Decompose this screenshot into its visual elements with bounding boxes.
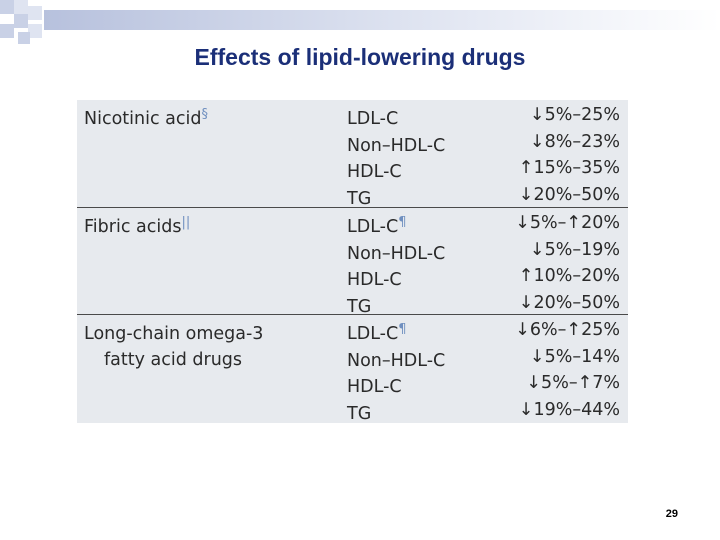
parameter-label: LDL-C <box>347 109 399 129</box>
parameter-label: LDL-C¶ <box>347 215 407 237</box>
table-row: LDL-C ↓5%–25% <box>347 102 626 129</box>
effect-value: ↓5%–14% <box>529 346 620 367</box>
drug-name: Nicotinic acid§ <box>84 107 208 129</box>
table-group-nicotinic-acid: Nicotinic acid§ LDL-C ↓5%–25% Non–HDL-C ↓8… <box>77 100 628 209</box>
parameter-label: Non–HDL-C <box>347 243 446 264</box>
table-row: LDL-C¶ ↓6%–↑25% <box>347 317 626 344</box>
table-row: HDL-C ↑10%–20% <box>347 263 626 290</box>
drug-name: Fibric acids|| <box>84 215 191 237</box>
effect-value: ↓20%–50% <box>518 185 620 206</box>
table-group-fibric-acids: Fibric acids|| LDL-C¶ ↓5%–↑20% Non–HDL-C ↓… <box>77 207 628 317</box>
effect-value: ↓8%–23% <box>529 131 620 152</box>
table-row: LDL-C¶ ↓5%–↑20% <box>347 210 626 237</box>
table-row: TG ↓20%–50% <box>347 290 626 317</box>
parameter-label: HDL-C <box>347 270 402 291</box>
effect-value: ↓5%–↑7% <box>526 373 620 394</box>
footnote-mark: § <box>201 107 208 122</box>
parameter-label: TG <box>347 404 372 425</box>
effect-value: ↑10%–20% <box>518 266 620 287</box>
page-number: 29 <box>665 508 678 520</box>
effect-value: ↓6%–↑25% <box>515 320 620 340</box>
effect-value: ↑15%–35% <box>518 158 620 179</box>
drug-name: Long-chain omega-3 fatty acid drugs <box>84 324 264 370</box>
parameter-label: TG <box>347 189 372 210</box>
parameter-label: TG <box>347 297 372 318</box>
table-row: HDL-C ↓5%–↑7% <box>347 370 626 397</box>
parameter-label: Non–HDL-C <box>347 135 446 156</box>
footnote-mark: || <box>181 215 191 230</box>
parameter-label: HDL-C <box>347 377 402 398</box>
table-row: Non–HDL-C ↓5%–14% <box>347 344 626 371</box>
effect-value: ↓20%–50% <box>518 293 620 314</box>
effect-value: ↓5%–19% <box>529 239 620 260</box>
parameter-label: HDL-C <box>347 162 402 183</box>
lipid-effects-table: Nicotinic acid§ LDL-C ↓5%–25% Non–HDL-C ↓8… <box>77 100 628 424</box>
slide-title: Effects of lipid-lowering drugs <box>194 44 526 70</box>
table-row: TG ↓20%–50% <box>347 182 626 209</box>
table-group-omega-3: Long-chain omega-3 fatty acid drugs LDL-… <box>77 314 628 424</box>
table-row: HDL-C ↑15%–35% <box>347 155 626 182</box>
table-row: Non–HDL-C ↓5%–19% <box>347 237 626 264</box>
effect-value: ↓5%–↑20% <box>515 213 620 233</box>
effect-value: ↓5%–25% <box>529 105 620 125</box>
header-gradient-bar <box>44 10 720 30</box>
table-row: Non–HDL-C ↓8%–23% <box>347 129 626 156</box>
effect-value: ↓19%–44% <box>518 400 620 421</box>
table-row: TG ↓19%–44% <box>347 397 626 424</box>
parameter-label: Non–HDL-C <box>347 350 446 371</box>
parameter-label: LDL-C¶ <box>347 322 407 344</box>
